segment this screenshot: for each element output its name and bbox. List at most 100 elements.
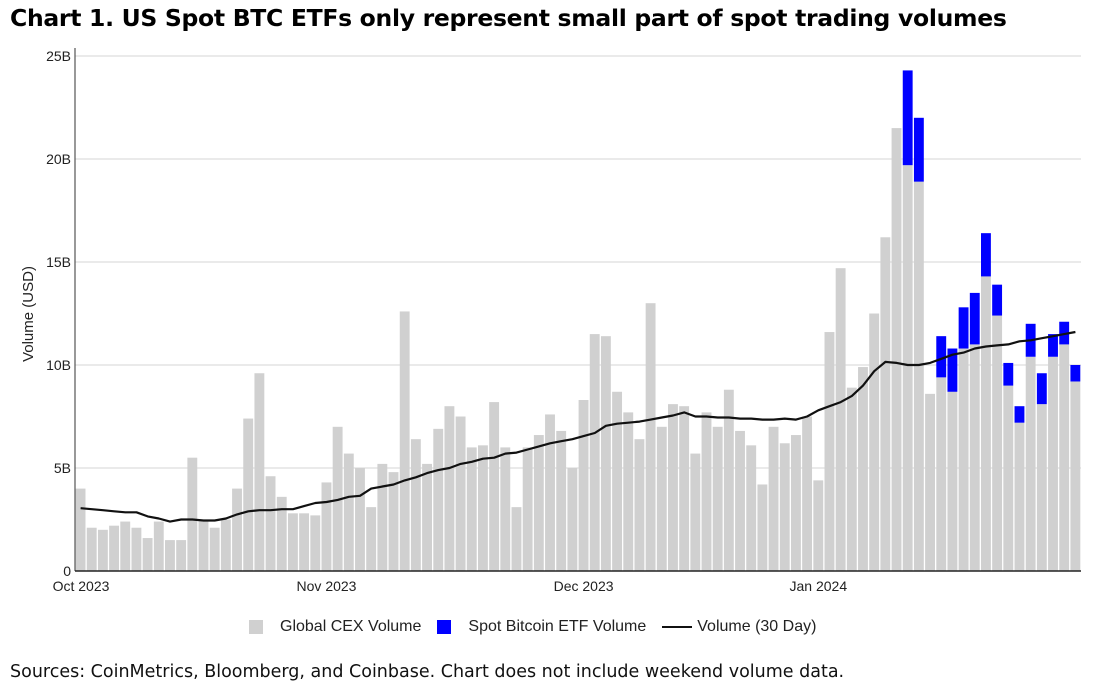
legend-label: Volume (30 Day) [697, 618, 817, 635]
gridlines [75, 55, 1081, 469]
cex-bar [187, 457, 198, 571]
cex-bar [310, 515, 321, 571]
cex-bar [712, 426, 723, 571]
cex-bar [131, 527, 142, 571]
cex-bar [511, 507, 522, 571]
cex-bar [522, 447, 533, 571]
cex-bar [75, 488, 86, 571]
y-tick-label: 5B [54, 460, 71, 476]
cex-bar [936, 377, 947, 571]
cex-bar [1003, 385, 1014, 571]
cex-bar [858, 367, 868, 571]
cex-bar [287, 513, 298, 571]
cex-bar [612, 391, 623, 571]
cex-bar [422, 463, 432, 571]
etf-bar [902, 70, 913, 166]
etf-bar [913, 117, 924, 182]
etf-bar [947, 348, 958, 392]
cex-bar [757, 484, 768, 571]
cex-bar [1014, 422, 1025, 571]
etf-bar [1048, 334, 1058, 357]
x-tick-labels: Oct 2023 Nov 2023 Dec 2023 Jan 2024 [53, 578, 848, 594]
cex-bar [466, 447, 477, 571]
cex-bar [388, 472, 399, 571]
volume-30d-line [80, 330, 1076, 523]
cex-bar [746, 445, 757, 571]
cex-bar [925, 393, 935, 571]
cex-bar [455, 416, 466, 571]
cex-bar [1070, 381, 1081, 571]
cex-bar [880, 237, 891, 571]
cex-bar [254, 373, 265, 571]
y-tick-label: 0 [63, 563, 71, 579]
legend-item-etf[interactable]: Spot Bitcoin ETF Volume [437, 618, 646, 636]
source-note: Sources: CoinMetrics, Bloomberg, and Coi… [10, 662, 845, 682]
cex-bar [165, 540, 175, 571]
cex-bar [366, 507, 377, 571]
cex-bar [410, 439, 421, 571]
cex-bar [779, 443, 790, 571]
cex-bar [299, 513, 310, 571]
cex-bar [86, 527, 97, 571]
cex-bar [735, 430, 745, 571]
cex-bar [846, 387, 857, 571]
legend-item-30d[interactable]: Volume (30 Day) [662, 618, 816, 636]
cex-bar [813, 480, 824, 571]
cex-bar [243, 418, 254, 571]
cex-bar [97, 529, 108, 571]
y-axis-title: Volume (USD) [20, 266, 37, 362]
cex-bar [723, 389, 734, 571]
etf-bar [969, 292, 980, 345]
y-tick-label: 15B [46, 254, 71, 270]
cex-bar [220, 519, 231, 571]
cex-bar [690, 453, 701, 571]
cex-bar [623, 412, 634, 571]
cex-bar [433, 428, 444, 571]
etf-bar [1070, 365, 1081, 382]
line-swatch-icon [662, 626, 693, 628]
cex-bar [869, 313, 880, 571]
x-tick-label: Nov 2023 [297, 578, 357, 594]
cex-bar [500, 447, 511, 571]
cex-bar [1059, 344, 1070, 571]
cex-bar [824, 332, 835, 571]
cex-bar [701, 412, 712, 571]
cex-bar [645, 303, 656, 571]
cex-bar [399, 311, 410, 571]
cex-bar [567, 468, 578, 571]
y-tick-label: 25B [46, 48, 71, 64]
cex-bar [265, 476, 276, 571]
etf-bar [958, 307, 969, 349]
cex-bar [444, 406, 455, 571]
cex-bar [958, 348, 969, 571]
cex-bar [891, 128, 902, 571]
etf-bar [1014, 406, 1025, 423]
etf-bar [992, 284, 1003, 316]
chart-title: Chart 1. US Spot BTC ETFs only represent… [10, 4, 1007, 32]
cex-bar [355, 468, 365, 571]
etf-swatch-icon [437, 620, 452, 634]
cex-bar [947, 391, 958, 571]
cex-bar [343, 453, 354, 571]
cex-bar [589, 334, 600, 571]
cex-bar [578, 400, 589, 571]
cex-bar [232, 488, 242, 571]
cex-bar [276, 496, 287, 571]
cex-bar [120, 521, 131, 571]
cex-bar [634, 439, 645, 571]
cex-bar [142, 538, 153, 571]
etf-bar [1036, 373, 1047, 405]
cex-bar [992, 315, 1003, 571]
legend-item-cex[interactable]: Global CEX Volume [249, 618, 421, 636]
cex-bar [533, 435, 544, 571]
legend-label: Global CEX Volume [280, 618, 422, 635]
y-tick-label: 10B [46, 357, 71, 373]
cex-bar [109, 525, 120, 571]
y-tick-label: 20B [46, 151, 71, 167]
x-tick-label: Jan 2024 [790, 578, 848, 594]
cex-bar [489, 402, 500, 571]
x-tick-label: Oct 2023 [53, 578, 110, 594]
etf-bar [1003, 362, 1014, 386]
axes [74, 48, 1081, 572]
